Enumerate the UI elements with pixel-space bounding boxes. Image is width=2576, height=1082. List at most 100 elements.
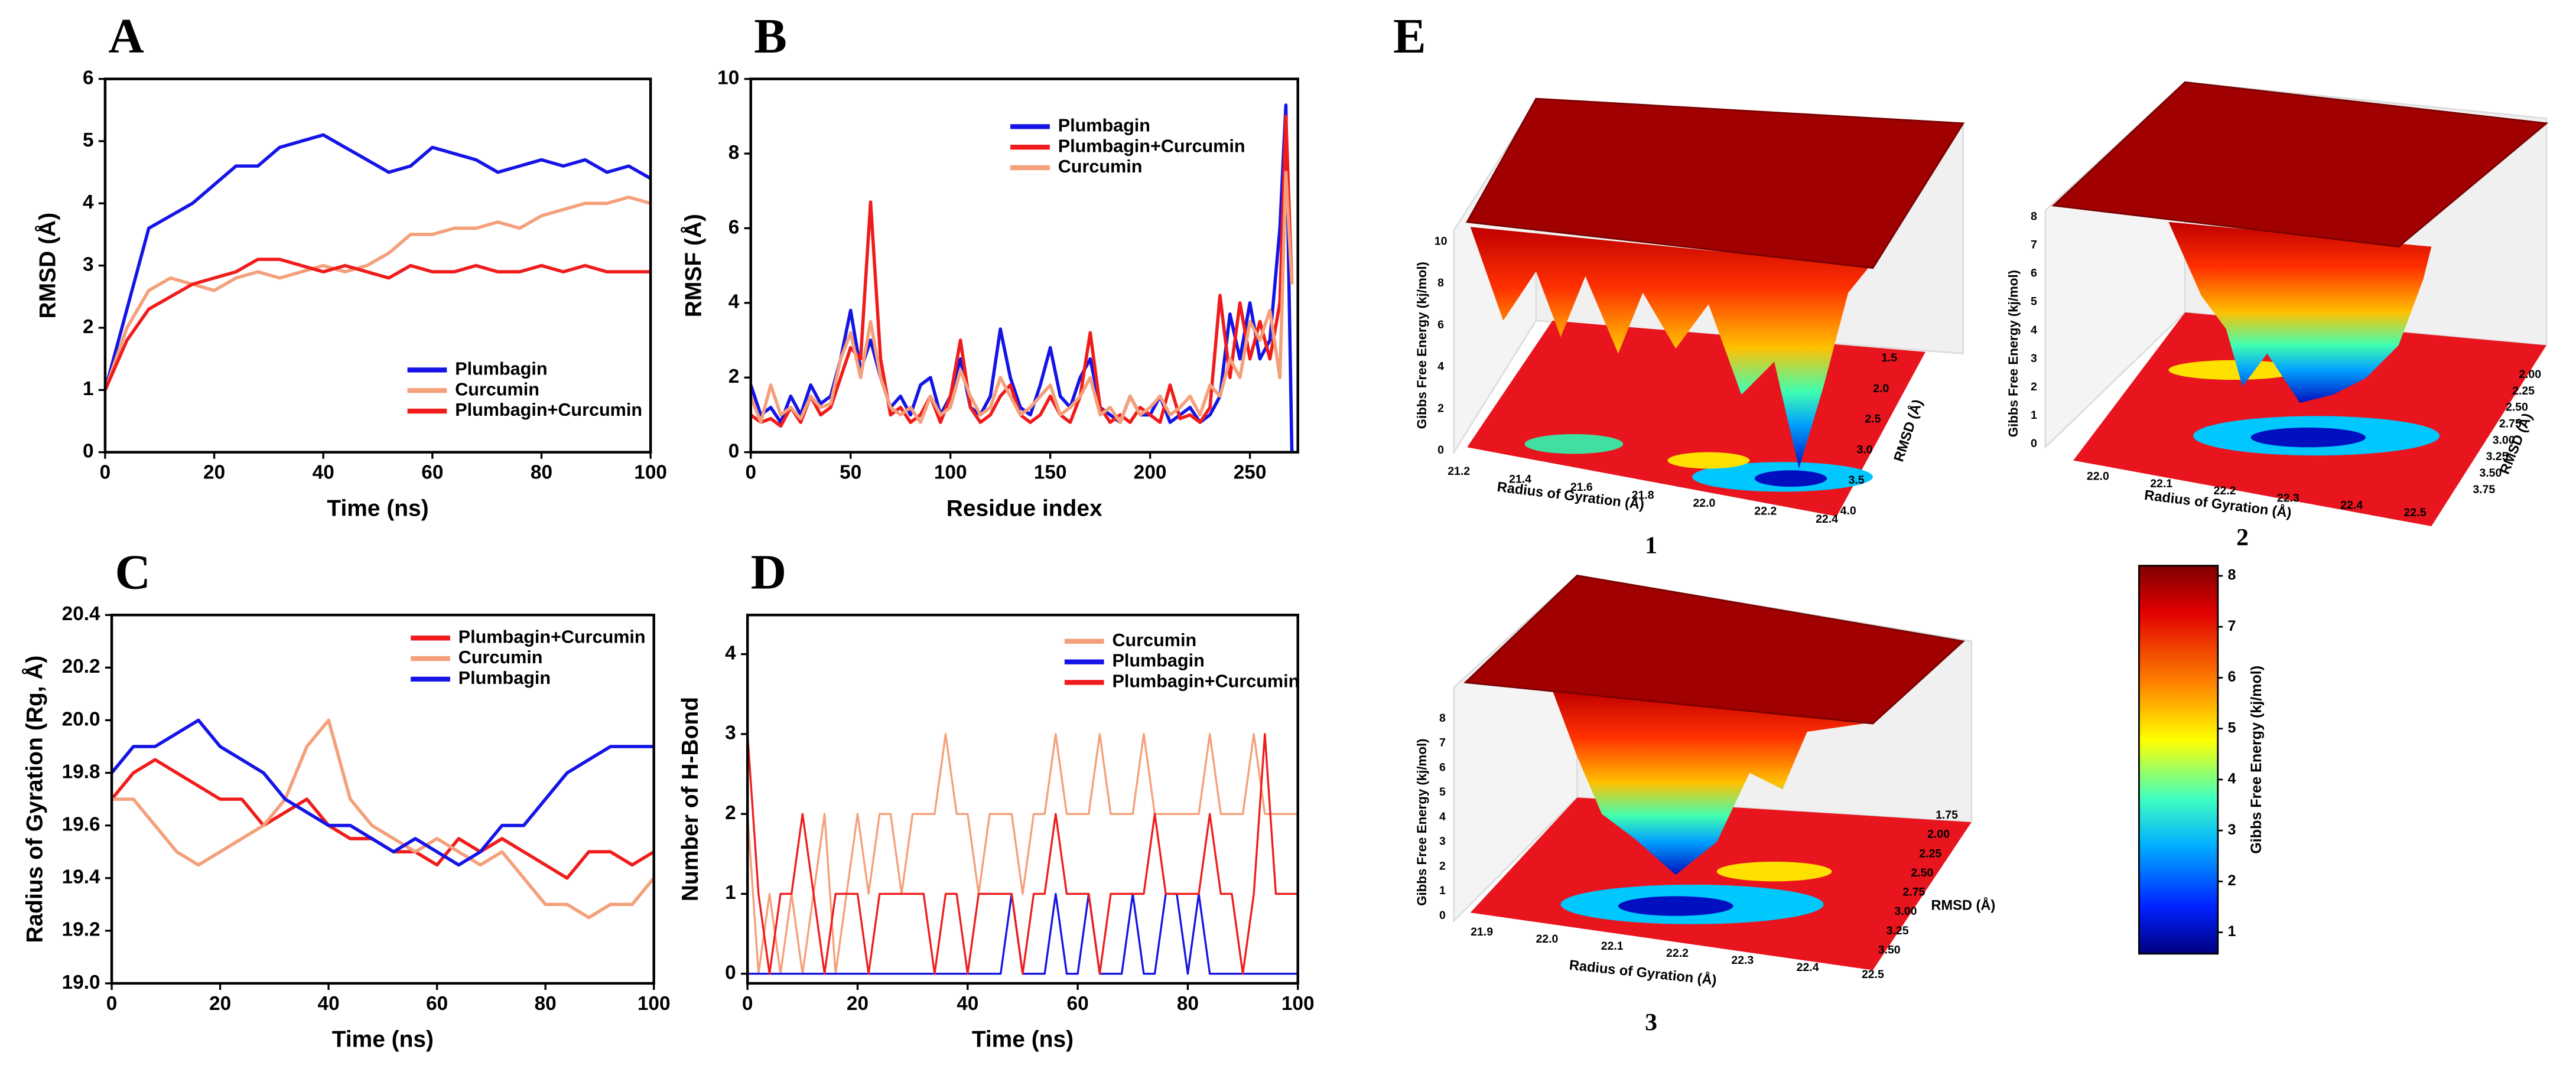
legend-label: Plumbagin+Curcumin (455, 400, 642, 420)
x-tick-label: 22.0 (2087, 470, 2109, 483)
x-tick-label: 250 (1234, 462, 1267, 484)
y-tick-label: 6 (728, 216, 740, 238)
series-line (747, 733, 1298, 975)
x-tick-label: 80 (1177, 993, 1199, 1015)
x-tick-label: 40 (318, 993, 340, 1015)
y-tick-label: 2.25 (1919, 847, 1941, 860)
y-tick-label: 2.00 (2519, 368, 2541, 381)
y-tick-label: 6 (83, 67, 94, 89)
plot-frame (110, 614, 655, 985)
x-tick-label: 20 (209, 993, 231, 1015)
x-axis-label: Time (ns) (327, 496, 428, 521)
x-tick-label: 22.0 (1693, 497, 1715, 510)
x-tick-label: 21.8 (1632, 489, 1654, 502)
y-tick-label: 2.50 (2506, 401, 2528, 414)
x-axis-label: Time (ns) (332, 1027, 434, 1052)
y-axis-label: RMSF (Å) (680, 214, 706, 317)
plot-frame (103, 77, 652, 454)
x-axis-label: Time (ns) (972, 1027, 1074, 1052)
panel-label: E (1393, 9, 1426, 64)
x-tick-label: 80 (531, 462, 552, 484)
y-tick-label: 20.2 (62, 656, 100, 677)
x-tick-label: 22.2 (1666, 947, 1689, 960)
y-tick-label: 19.2 (62, 919, 100, 941)
z-tick-label: 8 (1437, 276, 1444, 289)
series-line (750, 170, 1294, 424)
plot-frame (746, 614, 1299, 985)
x-tick-label: 50 (840, 462, 861, 484)
series-line (105, 133, 651, 391)
y-tick-label: 3.25 (1887, 924, 1909, 937)
x-tick-label: 21.6 (1570, 481, 1593, 494)
x-tick-label: 22.4 (1816, 513, 1838, 526)
y-tick-label: 2 (83, 316, 94, 338)
series-line (112, 718, 654, 920)
x-axis-label: Radius of Gyration (Å) (1569, 956, 1718, 988)
y-tick-label: 3.75 (2473, 483, 2495, 496)
y-tick-label: 1 (725, 882, 736, 904)
x-tick-label: 150 (1034, 462, 1067, 484)
colorbar (2138, 565, 2219, 955)
y-tick-label: 19.4 (62, 866, 100, 888)
x-tick-label: 22.5 (2404, 506, 2427, 519)
colorbar-tick-label: 7 (2228, 618, 2236, 634)
colorbar-tick-label: 4 (2228, 771, 2236, 787)
z-tick-label: 6 (2031, 267, 2037, 280)
y-tick-label: 2.75 (1902, 886, 1925, 899)
x-tick-label: 22.0 (1536, 933, 1558, 946)
legend-label: Curcumin (1058, 157, 1143, 177)
y-axis-label: RMSD (Å) (1890, 397, 1926, 464)
x-tick-label: 22.4 (1797, 961, 1819, 974)
colorbar-tick-label: 8 (2228, 567, 2236, 584)
y-tick-label: 19.8 (62, 761, 100, 783)
z-tick-label: 8 (2031, 210, 2037, 223)
x-tick-label: 21.4 (1509, 473, 1531, 486)
colorbar-label: Gibbs Free Energy (kj/mol) (2248, 666, 2265, 854)
z-tick-label: 3 (2031, 352, 2037, 365)
series-line (750, 115, 1294, 428)
y-tick-label: 1.75 (1936, 809, 1958, 822)
x-tick-label: 22.2 (2214, 484, 2236, 497)
y-tick-label: 3.0 (1856, 443, 1872, 456)
y-tick-label: 3.00 (1895, 905, 1917, 918)
z-tick-label: 7 (2031, 239, 2037, 252)
y-tick-label: 4 (728, 291, 740, 313)
z-tick-label: 5 (1439, 786, 1446, 799)
colorbar-tick-label: 5 (2228, 719, 2236, 736)
x-tick-label: 22.3 (1731, 954, 1754, 967)
x-tick-label: 22.5 (1862, 968, 1884, 981)
y-tick-label: 1.5 (1881, 351, 1897, 364)
z-tick-label: 7 (1439, 736, 1446, 749)
x-tick-label: 200 (1134, 462, 1167, 484)
x-tick-label: 40 (313, 462, 334, 484)
y-tick-label: 2.75 (2499, 417, 2522, 430)
panel-label: A (109, 9, 144, 64)
series-line (112, 718, 654, 867)
plot-caption: 1 (1645, 532, 1657, 559)
z-tick-label: 0 (1439, 909, 1446, 922)
panel-label: B (754, 9, 787, 64)
x-tick-label: 100 (1282, 993, 1315, 1015)
x-tick-label: 60 (421, 462, 443, 484)
y-axis-label: Number of H-Bond (678, 697, 703, 901)
x-tick-label: 22.3 (2277, 491, 2299, 504)
series-line (105, 195, 651, 391)
x-tick-label: 21.2 (1448, 465, 1470, 478)
colorbar-tick-label: 6 (2228, 669, 2236, 685)
panel-label: C (115, 545, 151, 599)
x-tick-label: 60 (426, 993, 448, 1015)
z-tick-label: 1 (1439, 884, 1446, 897)
z-tick-label: 8 (1439, 712, 1446, 725)
y-tick-label: 3.50 (1878, 943, 1901, 956)
x-tick-label: 60 (1067, 993, 1089, 1015)
y-tick-label: 4.0 (1840, 504, 1856, 517)
colorbar-tick-label: 3 (2228, 822, 2236, 838)
colorbar-tick-label: 1 (2228, 923, 2236, 940)
series-line (105, 258, 651, 391)
panel-label: D (751, 545, 786, 599)
y-tick-label: 20.0 (62, 708, 100, 730)
y-tick-label: 2.50 (1911, 866, 1933, 879)
z-tick-label: 1 (2031, 409, 2037, 422)
